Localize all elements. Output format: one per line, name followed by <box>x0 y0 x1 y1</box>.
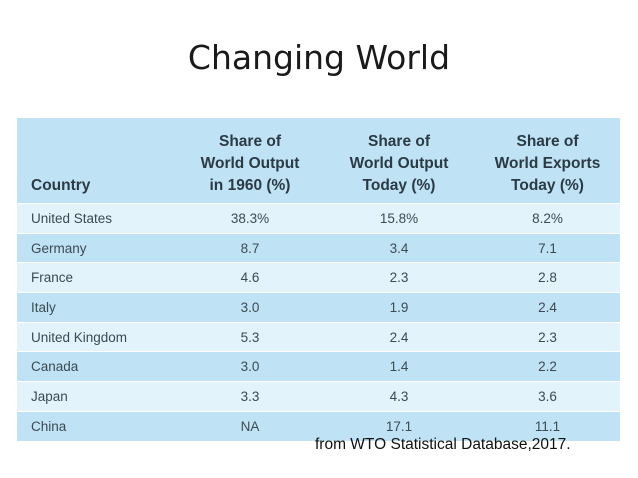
header-output-today: Share of World Output Today (%) <box>323 118 475 204</box>
data-table-container: Country Share of World Output in 1960 (%) Sh… <box>17 118 620 441</box>
header-exports-today: Share of World Exports Today (%) <box>475 118 620 204</box>
country-cell: Canada <box>17 351 177 382</box>
slide-title: Changing World <box>187 38 451 77</box>
table-header: Country Share of World Output in 1960 (%) Sh… <box>17 118 620 204</box>
header-country: Country <box>17 118 177 204</box>
output-1960-cell: 38.3% <box>177 203 323 234</box>
output-today-cell: 1.9 <box>323 292 475 323</box>
column-header-line: Share of <box>218 133 281 150</box>
country-cell: China <box>17 410 177 441</box>
output-1960-cell: 5.3 <box>177 321 323 352</box>
output-today-cell: 15.8% <box>323 203 475 234</box>
output-today-cell: 17.1 <box>323 410 475 441</box>
table-row: United States 38.3% 15.8% 8.2% <box>17 203 620 234</box>
table-row: France 4.6 2.3 2.8 <box>17 262 620 293</box>
column-header-line: World Output <box>349 155 449 172</box>
country-cell: Italy <box>17 292 177 323</box>
table-row: Canada 3.0 1.4 2.2 <box>17 351 620 382</box>
column-header-line: World Exports <box>494 155 601 172</box>
column-header-line: Country <box>31 177 91 194</box>
country-cell: Japan <box>17 381 177 412</box>
header-output-1960: Share of World Output in 1960 (%) <box>177 118 323 204</box>
output-1960-cell: 3.3 <box>177 381 323 412</box>
header-row: Country Share of World Output in 1960 (%) Sh… <box>17 118 620 204</box>
exports-today-cell: 2.4 <box>475 292 620 323</box>
exports-today-cell: 7.1 <box>475 232 620 263</box>
country-cell: Germany <box>17 232 177 263</box>
column-header-line: Share of <box>367 133 430 150</box>
output-today-cell: 4.3 <box>323 381 475 412</box>
output-1960-cell: 4.6 <box>177 262 323 293</box>
column-header-line: Today (%) <box>511 177 584 194</box>
country-cell: United States <box>17 203 177 234</box>
country-cell: France <box>17 262 177 293</box>
column-header-line: in 1960 (%) <box>209 177 291 194</box>
output-today-cell: 2.3 <box>323 262 475 293</box>
source-note: from WTO Statistical Database,2017. <box>315 436 571 453</box>
column-header-line: Today (%) <box>362 177 436 194</box>
exports-today-cell: 8.2% <box>475 203 620 234</box>
table-row: China NA 17.1 11.1 <box>17 410 620 441</box>
column-header-line: World Output <box>200 155 300 172</box>
data-table: Country Share of World Output in 1960 (%) Sh… <box>17 118 620 441</box>
table-row: Japan 3.3 4.3 3.6 <box>17 381 620 412</box>
output-today-cell: 2.4 <box>323 321 475 352</box>
output-1960-cell: 3.0 <box>177 292 323 323</box>
output-today-cell: 3.4 <box>323 232 475 263</box>
output-1960-cell: NA <box>177 410 323 441</box>
table-row: Italy 3.0 1.9 2.4 <box>17 292 620 323</box>
exports-today-cell: 2.8 <box>475 262 620 293</box>
output-1960-cell: 8.7 <box>177 232 323 263</box>
output-1960-cell: 3.0 <box>177 351 323 382</box>
exports-today-cell: 3.6 <box>475 381 620 412</box>
country-cell: United Kingdom <box>17 321 177 352</box>
column-header-line: Share of <box>516 133 579 150</box>
table-row: United Kingdom 5.3 2.4 2.3 <box>17 321 620 352</box>
table-row: Germany 8.7 3.4 7.1 <box>17 232 620 263</box>
exports-today-cell: 2.3 <box>475 321 620 352</box>
exports-today-cell: 11.1 <box>475 410 620 441</box>
exports-today-cell: 2.2 <box>475 351 620 382</box>
table-body: United States 38.3% 15.8% 8.2% Germany 8.7 3.4… <box>17 203 620 441</box>
output-today-cell: 1.4 <box>323 351 475 382</box>
